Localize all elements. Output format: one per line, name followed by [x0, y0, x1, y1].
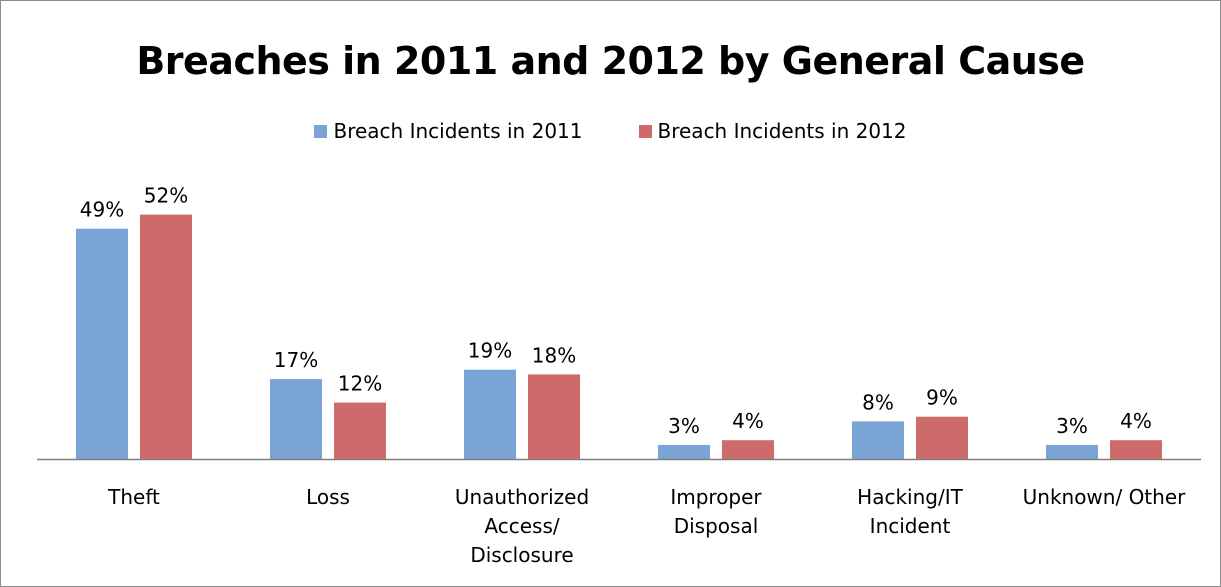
category-label-4: Hacking/IT — [857, 485, 963, 509]
bar-2011-1 — [270, 379, 322, 459]
category-label-3: Disposal — [674, 514, 759, 538]
category-label-2: Disclosure — [470, 543, 573, 567]
legend-swatch-2011 — [314, 124, 328, 138]
data-label-2012-3: 4% — [732, 409, 764, 433]
category-label-1: Loss — [306, 485, 350, 509]
data-label-2011-2: 19% — [468, 339, 512, 363]
bar-2012-4 — [916, 416, 968, 459]
legend-label-2012: Breach Incidents in 2012 — [657, 119, 907, 143]
data-label-2011-5: 3% — [1056, 414, 1088, 438]
bar-2012-1 — [334, 402, 386, 459]
bar-2011-3 — [658, 444, 710, 459]
category-label-2: Access/ — [484, 514, 559, 538]
data-label-2012-5: 4% — [1120, 409, 1152, 433]
data-label-2011-4: 8% — [862, 390, 894, 414]
legend-swatch-2012 — [638, 124, 652, 138]
data-label-2012-0: 52% — [144, 184, 188, 208]
category-label-0: Theft — [107, 485, 160, 509]
legend-item-2011: Breach Incidents in 2011 — [314, 119, 583, 143]
category-label-5: Unknown/ Other — [1023, 485, 1187, 509]
data-label-2012-1: 12% — [338, 372, 382, 396]
category-label-2: Unauthorized — [455, 485, 589, 509]
bar-2012-3 — [722, 440, 774, 459]
bar-2011-4 — [852, 421, 904, 459]
bar-2011-2 — [464, 369, 516, 459]
legend-item-2012: Breach Incidents in 2012 — [638, 119, 907, 143]
category-label-3: Improper — [670, 485, 762, 509]
legend-label-2011: Breach Incidents in 2011 — [333, 119, 583, 143]
bar-2011-0 — [76, 228, 128, 459]
data-label-2011-3: 3% — [668, 414, 700, 438]
data-label-2012-4: 9% — [926, 386, 958, 410]
category-label-4: Incident — [870, 514, 951, 538]
chart-legend: Breach Incidents in 2011 Breach Incident… — [1, 119, 1220, 143]
bar-2012-5 — [1110, 440, 1162, 459]
data-label-2011-1: 17% — [274, 348, 318, 372]
bar-2012-2 — [528, 374, 580, 459]
data-label-2011-0: 49% — [80, 198, 124, 222]
bar-2012-0 — [140, 214, 192, 459]
bar-2011-5 — [1046, 444, 1098, 459]
chart-title: Breaches in 2011 and 2012 by General Cau… — [136, 39, 1085, 83]
data-label-2012-2: 18% — [532, 343, 576, 367]
